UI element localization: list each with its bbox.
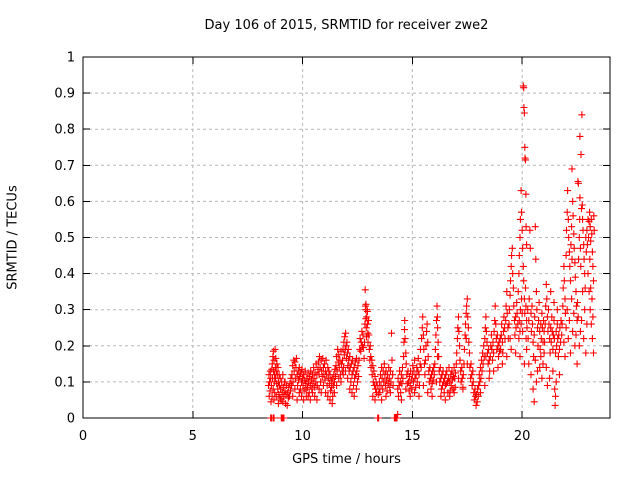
chart-title: Day 106 of 2015, SRMTID for receiver zwe… (204, 18, 489, 33)
y-tick-label: 0.8 (54, 123, 75, 138)
x-tick-label: 0 (79, 429, 87, 444)
y-tick-label: 0.1 (54, 375, 75, 390)
y-tick-label: 0.7 (54, 159, 75, 174)
y-tick-label: 0.6 (54, 195, 75, 210)
y-tick-label: 0.3 (54, 303, 75, 318)
x-tick-label: 10 (294, 429, 311, 444)
y-tick-label: 1 (67, 51, 75, 66)
y-tick-label: 0 (67, 412, 75, 427)
x-tick-label: 20 (514, 429, 531, 444)
y-tick-label: 0.4 (54, 267, 75, 282)
y-tick-label: 0.9 (54, 87, 75, 102)
x-tick-label: 5 (189, 429, 197, 444)
x-tick-label: 15 (404, 429, 421, 444)
y-axis-label: SRMTID / TECUs (5, 185, 21, 290)
y-tick-label: 0.2 (54, 339, 75, 354)
data-points-series-srmtid (265, 82, 598, 422)
x-axis-label: GPS time / hours (292, 452, 401, 467)
y-tick-label: 0.5 (54, 231, 75, 246)
